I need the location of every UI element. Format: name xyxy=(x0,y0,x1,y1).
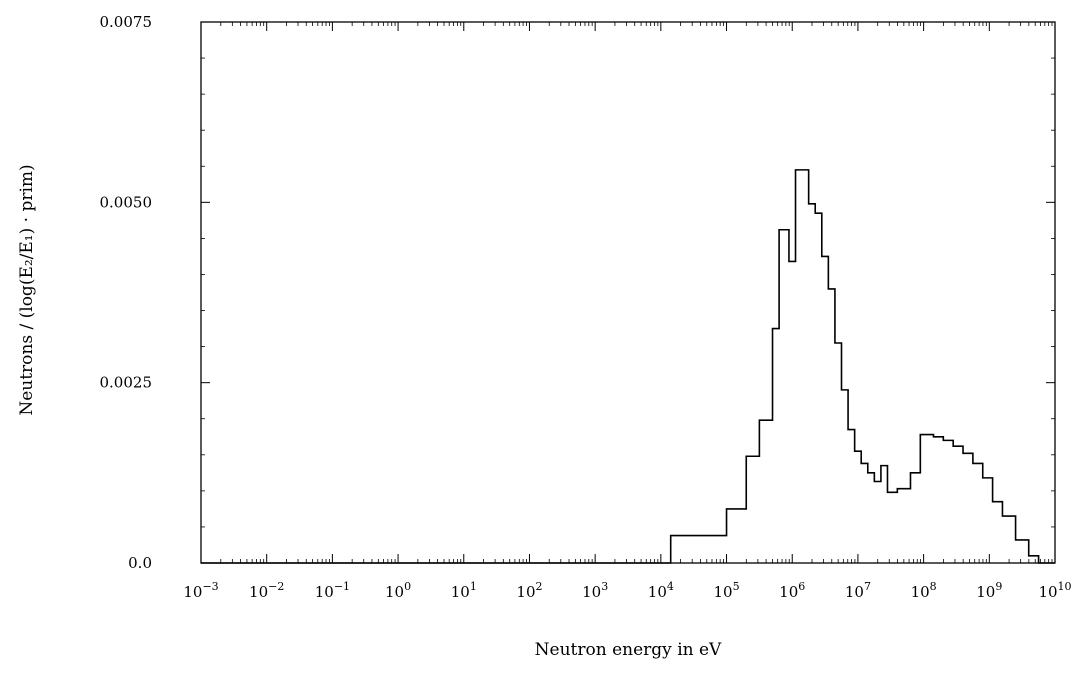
y-tick-label: 0.0050 xyxy=(100,193,153,211)
x-tick-label: 103 xyxy=(582,580,608,601)
histogram-step-line xyxy=(201,169,1055,564)
x-tick-label: 104 xyxy=(648,580,674,601)
x-tick-label: 1010 xyxy=(1038,580,1071,601)
x-tick-label: 10−1 xyxy=(315,580,350,601)
x-tick-label: 101 xyxy=(451,580,477,601)
plot-frame xyxy=(200,21,1056,564)
y-tick-label: 0.0025 xyxy=(100,374,153,392)
y-axis-title: Neutrons / (log(E₂/E₁) · prim) xyxy=(17,164,37,415)
y-tick-label: 0.0 xyxy=(128,554,152,572)
x-tick-label: 109 xyxy=(976,580,1002,601)
x-tick-label: 10−3 xyxy=(183,580,218,601)
x-tick-label: 106 xyxy=(779,580,805,601)
x-tick-label: 100 xyxy=(385,580,411,601)
x-tick-label: 105 xyxy=(713,580,739,601)
y-tick-label: 0.0075 xyxy=(100,13,153,31)
x-axis-title: Neutron energy in eV xyxy=(535,640,722,660)
x-tick-label: 102 xyxy=(516,580,542,601)
x-tick-label: 10−2 xyxy=(249,580,284,601)
x-tick-label: 108 xyxy=(911,580,937,601)
x-tick-label: 107 xyxy=(845,580,871,601)
